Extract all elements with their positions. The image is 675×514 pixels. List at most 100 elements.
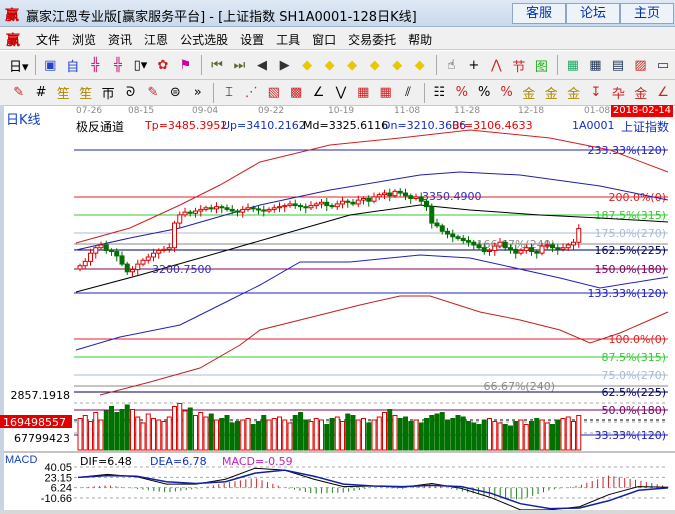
f-grid-icon[interactable]: 帀 <box>101 87 115 102</box>
candle <box>476 244 482 249</box>
percent-line-icon[interactable]: % <box>500 85 513 100</box>
expand-icon[interactable]: ◆ <box>392 57 403 73</box>
cross-line-icon[interactable]: 卆 <box>611 87 625 102</box>
gann-grid-icon[interactable]: ▦ <box>357 85 370 100</box>
horizontal-scrollbar[interactable] <box>0 510 675 514</box>
vertical-icon[interactable]: ◆ <box>414 57 425 73</box>
candle <box>345 200 351 203</box>
wave-icon[interactable]: ⋁ <box>335 85 347 100</box>
volume-bar <box>492 421 498 451</box>
circle-icon[interactable]: ⊜ <box>169 85 181 100</box>
angle-icon[interactable]: ∠ <box>312 85 325 100</box>
high-price-label: 3350.4900 <box>422 190 482 203</box>
candle <box>565 244 571 249</box>
gold-grid1-icon[interactable]: 笙 <box>56 87 70 102</box>
volume-bar <box>292 415 298 451</box>
festival-icon[interactable]: 节 <box>512 59 526 75</box>
date-axis: 07-26 08-15 09-04 09-22 10-19 11-08 11-28 12-18… <box>0 105 675 118</box>
right-icon[interactable]: ▶ <box>279 57 290 73</box>
self-select-icon[interactable]: 自 <box>66 59 80 75</box>
slope-icon[interactable]: ∠ <box>657 85 669 100</box>
day-period-icon[interactable]: 日▾ <box>9 59 29 75</box>
gold-circle2-icon[interactable]: 金 <box>544 87 558 102</box>
candle <box>502 241 508 249</box>
zoom-left-icon[interactable]: ◆ <box>302 57 313 73</box>
crosshair-icon[interactable]: + <box>468 57 480 73</box>
hand-icon[interactable]: ☝ <box>447 57 456 73</box>
candle <box>513 248 519 254</box>
home-button[interactable]: 主页 <box>620 3 674 24</box>
more-chevron-icon[interactable]: » <box>193 85 202 100</box>
square-fan-icon[interactable]: ▧ <box>267 85 280 100</box>
menu-item[interactable]: 窗口 <box>312 33 337 47</box>
fan-icon[interactable]: ⋰ <box>244 85 258 100</box>
menu-item[interactable]: 文件 <box>36 33 61 47</box>
more-icon[interactable]: ▭ <box>656 57 670 73</box>
parallel-icon[interactable]: ⫽ <box>405 85 411 100</box>
chart3-icon[interactable]: ╬ <box>91 57 100 73</box>
candle <box>203 207 209 210</box>
gold-line-icon[interactable]: 金 <box>567 87 581 102</box>
zoom-out-icon[interactable]: ◆ <box>369 57 380 73</box>
menu-item[interactable]: 交易委托 <box>348 33 397 47</box>
gann-box-icon[interactable]: ▦ <box>379 85 392 100</box>
notes-icon[interactable]: ▤ <box>611 57 625 73</box>
gold-icon[interactable]: 金 <box>634 87 648 102</box>
menu-item[interactable]: 工具 <box>276 33 301 47</box>
chart9-icon[interactable]: ╬ <box>113 57 122 73</box>
volume-bar <box>82 415 88 451</box>
volume-bar <box>392 415 398 451</box>
gann-icon[interactable]: ✿ <box>157 57 169 73</box>
save-icon[interactable]: ▨ <box>634 57 647 73</box>
zoom-right-icon[interactable]: ◆ <box>324 57 335 73</box>
candle <box>408 195 414 199</box>
zoom-in-icon[interactable]: ◆ <box>347 57 358 73</box>
level-label: 150.0%(180) <box>594 263 666 276</box>
candle <box>534 251 540 254</box>
candle <box>434 222 440 227</box>
candle <box>266 208 272 212</box>
pen-icon[interactable]: ✎ <box>13 85 25 100</box>
volume-bar <box>235 421 240 451</box>
candle <box>376 194 382 198</box>
menu-item[interactable]: 资讯 <box>108 33 133 47</box>
indicator-icon[interactable]: ⋀ <box>491 57 502 73</box>
volume-bar <box>124 404 130 451</box>
spiral-icon[interactable]: ᘐ <box>125 85 136 100</box>
volume-bar <box>523 424 529 451</box>
chart-icon[interactable]: 图 <box>534 59 548 75</box>
last-icon[interactable]: ⏭ <box>233 57 246 73</box>
pen2-icon[interactable]: ✎ <box>147 85 159 100</box>
calculator-icon[interactable]: ▦ <box>589 57 602 73</box>
calendar-icon[interactable]: ▦ <box>566 57 580 73</box>
menu-item[interactable]: 浏览 <box>72 33 97 47</box>
first-icon[interactable]: ⏮ <box>211 57 223 73</box>
candle-icon[interactable]: ▯▾ <box>133 57 148 73</box>
table-icon[interactable]: ☷ <box>433 85 446 100</box>
arrow-icon[interactable]: ↧ <box>590 85 602 100</box>
candle <box>460 237 466 242</box>
volume-bar <box>550 424 555 451</box>
candle <box>529 247 534 253</box>
service-button[interactable]: 客服 <box>512 3 566 24</box>
gold-grid2-icon[interactable]: 笙 <box>79 87 93 102</box>
grid-icon[interactable]: # <box>35 85 47 100</box>
window-icon[interactable]: ▣ <box>44 57 57 73</box>
forum-button[interactable]: 论坛 <box>566 3 620 24</box>
square-icon[interactable]: ▩ <box>290 85 303 100</box>
candle <box>119 255 125 265</box>
gold-circle-icon[interactable]: 金 <box>522 87 536 102</box>
menu-item[interactable]: 公式选股 <box>180 33 229 47</box>
box-icon[interactable]: ⌶ <box>225 85 233 100</box>
menu-item[interactable]: 设置 <box>240 33 265 47</box>
percent-icon[interactable]: % <box>477 85 491 100</box>
flag-icon[interactable]: ⚑ <box>179 57 192 73</box>
left-icon[interactable]: ◀ <box>257 57 268 73</box>
menu-item[interactable]: 江恩 <box>144 33 169 47</box>
menu-item[interactable]: 帮助 <box>408 33 433 47</box>
candle <box>387 192 393 197</box>
volume-bar <box>193 415 198 451</box>
percent-red-icon[interactable]: % <box>455 85 468 100</box>
volume-bar <box>513 421 519 451</box>
